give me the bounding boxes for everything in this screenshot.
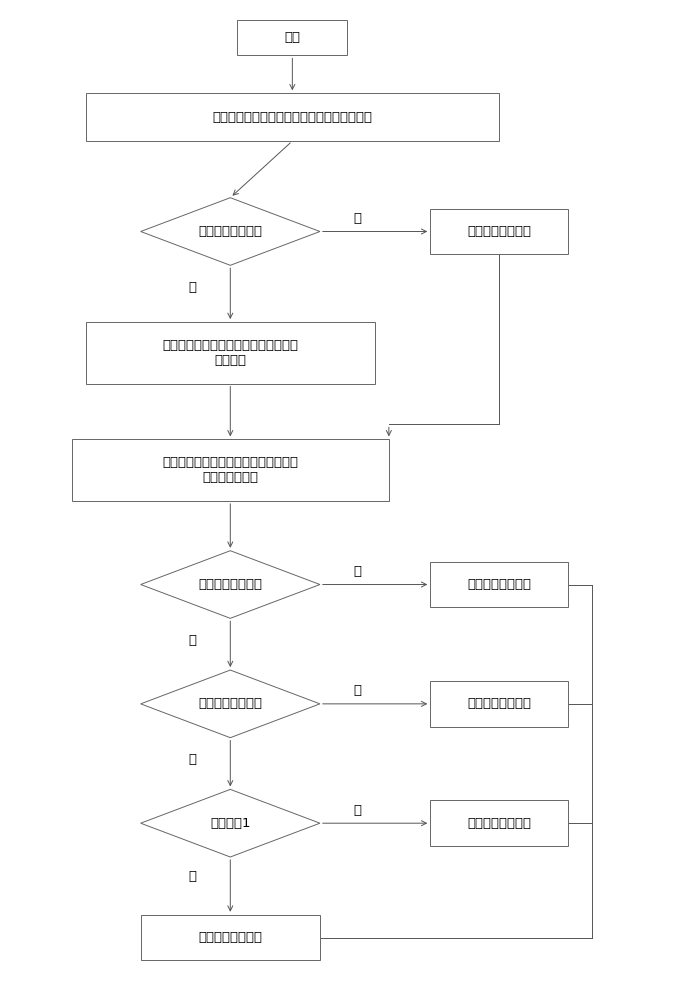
- Text: 是: 是: [354, 565, 362, 578]
- Text: 否: 否: [188, 634, 197, 647]
- Polygon shape: [140, 551, 320, 618]
- Bar: [72, 439, 389, 501]
- Bar: [85, 93, 499, 141]
- Bar: [85, 322, 375, 384]
- Text: 是否小于二分之一: 是否小于二分之一: [198, 578, 262, 591]
- Bar: [430, 562, 568, 607]
- Text: 比较行驶里程与使用时间占使用寿命的
比值并取较大值: 比较行驶里程与使用时间占使用寿命的 比值并取较大值: [163, 456, 298, 484]
- Polygon shape: [140, 670, 320, 738]
- Text: 是: 是: [188, 281, 197, 294]
- Bar: [140, 915, 320, 960]
- Text: 橙色字体显示里程: 橙色字体显示里程: [467, 697, 531, 710]
- Text: 轮胎负载是否为零: 轮胎负载是否为零: [198, 225, 262, 238]
- Text: 蓝色字体显示换胎: 蓝色字体显示换胎: [467, 817, 531, 830]
- Text: 否: 否: [354, 212, 362, 225]
- Text: 是: 是: [354, 804, 362, 817]
- Text: 是否小于1: 是否小于1: [210, 817, 250, 830]
- Bar: [237, 20, 348, 55]
- Text: 是: 是: [354, 684, 362, 697]
- Text: 是否小于四分之三: 是否小于四分之三: [198, 697, 262, 710]
- Text: 黄色字体显示里程: 黄色字体显示里程: [467, 578, 531, 591]
- Text: 实时检测轮胎转速、轮胎使用时间及轮胎负载: 实时检测轮胎转速、轮胎使用时间及轮胎负载: [213, 111, 373, 124]
- Bar: [430, 681, 568, 727]
- Text: 根据轮胎转速计算行驶里程增量并更新
行驶里程: 根据轮胎转速计算行驶里程增量并更新 行驶里程: [163, 339, 298, 367]
- Text: 行驶里程增量为零: 行驶里程增量为零: [467, 225, 531, 238]
- Text: 否: 否: [188, 753, 197, 766]
- Text: 否: 否: [188, 870, 197, 883]
- Text: 开始: 开始: [284, 31, 300, 44]
- Polygon shape: [140, 198, 320, 265]
- Polygon shape: [140, 789, 320, 857]
- Text: 红色字体显示换胎: 红色字体显示换胎: [198, 931, 262, 944]
- Bar: [430, 800, 568, 846]
- Bar: [430, 209, 568, 254]
